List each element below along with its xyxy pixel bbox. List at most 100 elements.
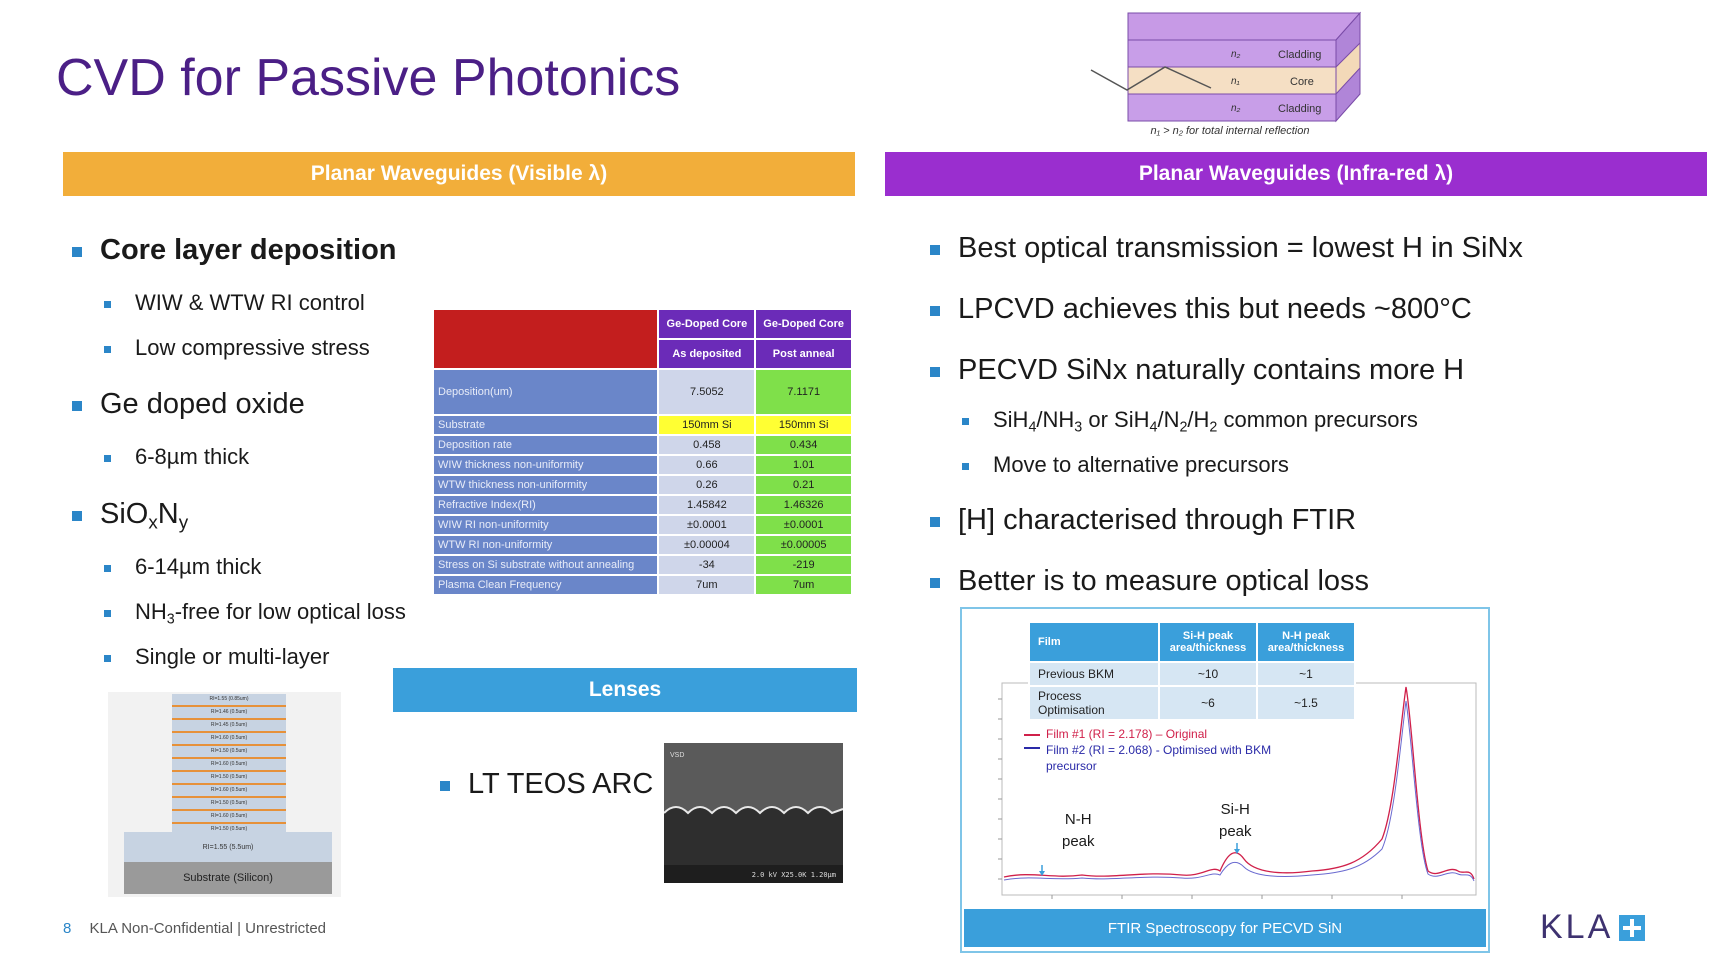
row-label: Deposition rate xyxy=(431,434,660,456)
stack-layer: RI=1.50 (0.5um) xyxy=(172,772,286,785)
sem-lens-profile: VSD 2.0 kV X25.0K 1.20µm xyxy=(663,743,844,883)
ftir-table-header: Film Si-H peak area/thickness N-H peak a… xyxy=(1028,621,1356,663)
bullet-marker xyxy=(930,578,940,588)
row-label: WIW thickness non-uniformity xyxy=(431,454,660,476)
as-deposited-value: 0.26 xyxy=(657,474,757,496)
as-deposited-value: 7um xyxy=(657,574,757,596)
bullet-multilayer: Single or multi-layer xyxy=(104,644,329,670)
p-i: /H xyxy=(1187,407,1210,432)
ftir-cell-nh: ~1.5 xyxy=(1256,685,1356,721)
as-deposited-value: 1.45842 xyxy=(657,494,757,516)
bullet-marker xyxy=(962,463,969,470)
stack-layer: RI=1.60 (0.5um) xyxy=(172,759,286,772)
bullet-text: LPCVD achieves this but needs ~800°C xyxy=(958,293,1472,325)
bullet-marker xyxy=(930,367,940,377)
bullet-text: NH3-free for low optical loss xyxy=(135,599,406,627)
ftir-cell-sih: ~6 xyxy=(1158,685,1258,721)
col1-title: Ge-Doped Core xyxy=(657,308,757,340)
ftir-h-sih: Si-H peak area/thickness xyxy=(1158,621,1258,663)
bullet-text: Best optical transmission = lowest H in … xyxy=(958,232,1523,264)
cladding-bottom-label: Cladding xyxy=(1278,103,1321,115)
film2-curve xyxy=(1003,700,1475,882)
bullet-text: SiH4/NH3 or SiH4/N2/H2 common precursors xyxy=(993,407,1418,435)
sih-peak-label: Si-H peak xyxy=(1219,799,1252,843)
bullet-ge-thickness: 6-8µm thick xyxy=(104,444,249,470)
bullet-best-transmission: Best optical transmission = lowest H in … xyxy=(930,232,1523,265)
bullet-nh3-free: NH3-free for low optical loss xyxy=(104,599,406,627)
table-header-blank xyxy=(431,308,660,370)
bullet-optical-loss: Better is to measure optical loss xyxy=(930,565,1369,598)
bullet-text: WIW & WTW RI control xyxy=(135,290,365,315)
bullet-marker xyxy=(962,418,969,425)
sih-label-2: peak xyxy=(1219,823,1252,840)
kla-logo-text: KLA xyxy=(1540,908,1614,946)
stack-base-layer: RI=1.55 (5.5um) xyxy=(124,832,332,862)
bullet-marker xyxy=(104,346,111,353)
ftir-table-row: Process Optimisation ~6 ~1.5 xyxy=(1028,685,1356,721)
p-g: /N xyxy=(1157,407,1180,432)
footer: 8 KLA Non-Confidential | Unrestricted xyxy=(63,920,326,937)
col2-sub: Post anneal xyxy=(754,338,853,370)
post-anneal-value: ±0.00005 xyxy=(754,534,853,556)
banner-infrared: Planar Waveguides (Infra-red λ) xyxy=(885,152,1707,196)
bullet-text: 6-8µm thick xyxy=(135,444,250,469)
bullet-lpcvd: LPCVD achieves this but needs ~800°C xyxy=(930,293,1472,326)
stack-layer: RI=1.60 (0.5um) xyxy=(172,811,286,824)
bullet-marker xyxy=(930,517,940,527)
sion-base: SiO xyxy=(100,498,149,530)
kla-plus-icon xyxy=(1619,914,1646,941)
p-b: 4 xyxy=(1028,419,1037,436)
legend-film2-cont: precursor xyxy=(1046,759,1097,773)
table-row: WTW thickness non-uniformity 0.26 0.21 xyxy=(431,474,853,496)
bullet-text: Core layer deposition xyxy=(100,234,397,266)
nh-label-2: peak xyxy=(1062,833,1095,850)
table-row: WIW RI non-uniformity ±0.0001 ±0.0001 xyxy=(431,514,853,536)
row-label: Stress on Si substrate without annealing xyxy=(431,554,660,576)
row-label: WIW RI non-uniformity xyxy=(431,514,660,536)
footer-text: KLA Non-Confidential | Unrestricted xyxy=(89,920,327,937)
nh-peak-label: N-H peak xyxy=(1062,809,1095,853)
table-row: Refractive Index(RI) 1.45842 1.46326 xyxy=(431,494,853,516)
sion-n: N xyxy=(157,498,179,530)
bullet-marker xyxy=(72,511,82,521)
bullet-marker xyxy=(104,455,111,462)
stack-layer: RI=1.60 (0.5um) xyxy=(172,733,286,746)
bullet-marker xyxy=(104,565,111,572)
bullet-marker xyxy=(72,401,82,411)
core-layer-table: Ge-Doped Core Ge-Doped Core As deposited… xyxy=(431,308,853,596)
post-anneal-value: 0.21 xyxy=(754,474,853,496)
table-row: Stress on Si substrate without annealing… xyxy=(431,554,853,576)
as-deposited-value: 0.66 xyxy=(657,454,757,476)
sih-label-1: Si-H xyxy=(1220,801,1250,818)
ftir-table-row: Previous BKM ~10 ~1 xyxy=(1028,661,1356,687)
post-anneal-value: 7um xyxy=(754,574,853,596)
bullet-marker xyxy=(930,245,940,255)
bullet-text: LT TEOS ARC xyxy=(468,768,654,800)
post-anneal-value: 150mm Si xyxy=(754,414,853,436)
page-number: 8 xyxy=(63,920,72,937)
row-label: Substrate xyxy=(431,414,660,436)
core-label: Core xyxy=(1290,76,1314,88)
p-d: 3 xyxy=(1074,419,1083,436)
as-deposited-value: ±0.0001 xyxy=(657,514,757,536)
row-label: WTW RI non-uniformity xyxy=(431,534,660,556)
bullet-ftir: [H] characterised through FTIR xyxy=(930,504,1356,537)
bullet-alt-precursors: Move to alternative precursors xyxy=(962,452,1289,478)
stack-layer: RI=1.46 (0.5um) xyxy=(172,707,286,720)
p-f: 4 xyxy=(1149,419,1158,436)
sion-y: y xyxy=(178,511,189,533)
post-anneal-value: 0.434 xyxy=(754,434,853,456)
bullet-text: 6-14µm thick xyxy=(135,554,262,579)
bullet-marker xyxy=(104,610,111,617)
table-row: WIW thickness non-uniformity 0.66 1.01 xyxy=(431,454,853,476)
bullet-low-stress: Low compressive stress xyxy=(104,335,370,361)
table-row: Deposition(um) 7.5052 7.1171 xyxy=(431,368,853,416)
nh3-c: -free for low optical loss xyxy=(174,599,406,624)
bullet-text: PECVD SiNx naturally contains more H xyxy=(958,354,1465,386)
waveguide-diagram: n₂ n₁ n₂ Cladding Core Cladding n₁ > n₂ … xyxy=(1085,10,1375,138)
ftir-cell-nh: ~1 xyxy=(1256,661,1356,687)
row-label: WTW thickness non-uniformity xyxy=(431,474,660,496)
post-anneal-value: ±0.0001 xyxy=(754,514,853,536)
bullet-marker xyxy=(72,247,82,257)
stack-substrate: Substrate (Silicon) xyxy=(124,862,332,894)
